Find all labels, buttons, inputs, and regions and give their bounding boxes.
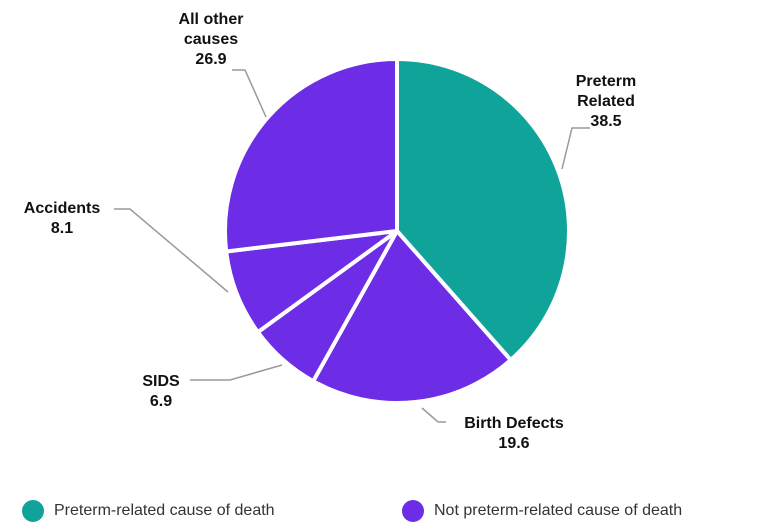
leader-line-sids [190,364,283,381]
legend-item-preterm: Preterm-related cause of death [22,500,275,522]
slice-value-birth-defects: 19.6 [498,435,530,452]
legend-swatch-not-preterm [402,500,424,522]
legend-item-not-preterm: Not preterm-related cause of death [402,500,682,522]
slice-label-sids: SIDS 6.9 [132,372,190,412]
leader-lines [114,69,590,423]
slice-label-preterm: Preterm Related 38.5 [565,72,647,132]
slice-label-birth-defects: Birth Defects 19.6 [448,414,580,454]
slice-value-sids: 6.9 [149,393,173,410]
pie-slice-birth-defects [311,229,513,405]
slice-value-all-other: 26.9 [195,51,227,68]
slice-value-preterm: 38.5 [590,113,622,130]
leader-line-preterm [561,127,590,170]
pie-slices [223,57,571,405]
legend-label-not-preterm: Not preterm-related cause of death [434,502,683,519]
pie-slice-all-other-causes [223,57,399,254]
slice-label-all-other: All other causes 26.9 [156,10,266,70]
leader-line-birth-defects [421,407,446,423]
pie-slice-preterm-related [395,57,571,363]
slice-value-accidents: 8.1 [50,220,74,237]
slice-label-accidents: Accidents 8.1 [12,199,112,239]
legend-label-preterm: Preterm-related cause of death [54,502,275,519]
leader-line-all-other [232,69,267,118]
legend-swatch-preterm [22,500,44,522]
leader-line-accidents [114,208,229,293]
